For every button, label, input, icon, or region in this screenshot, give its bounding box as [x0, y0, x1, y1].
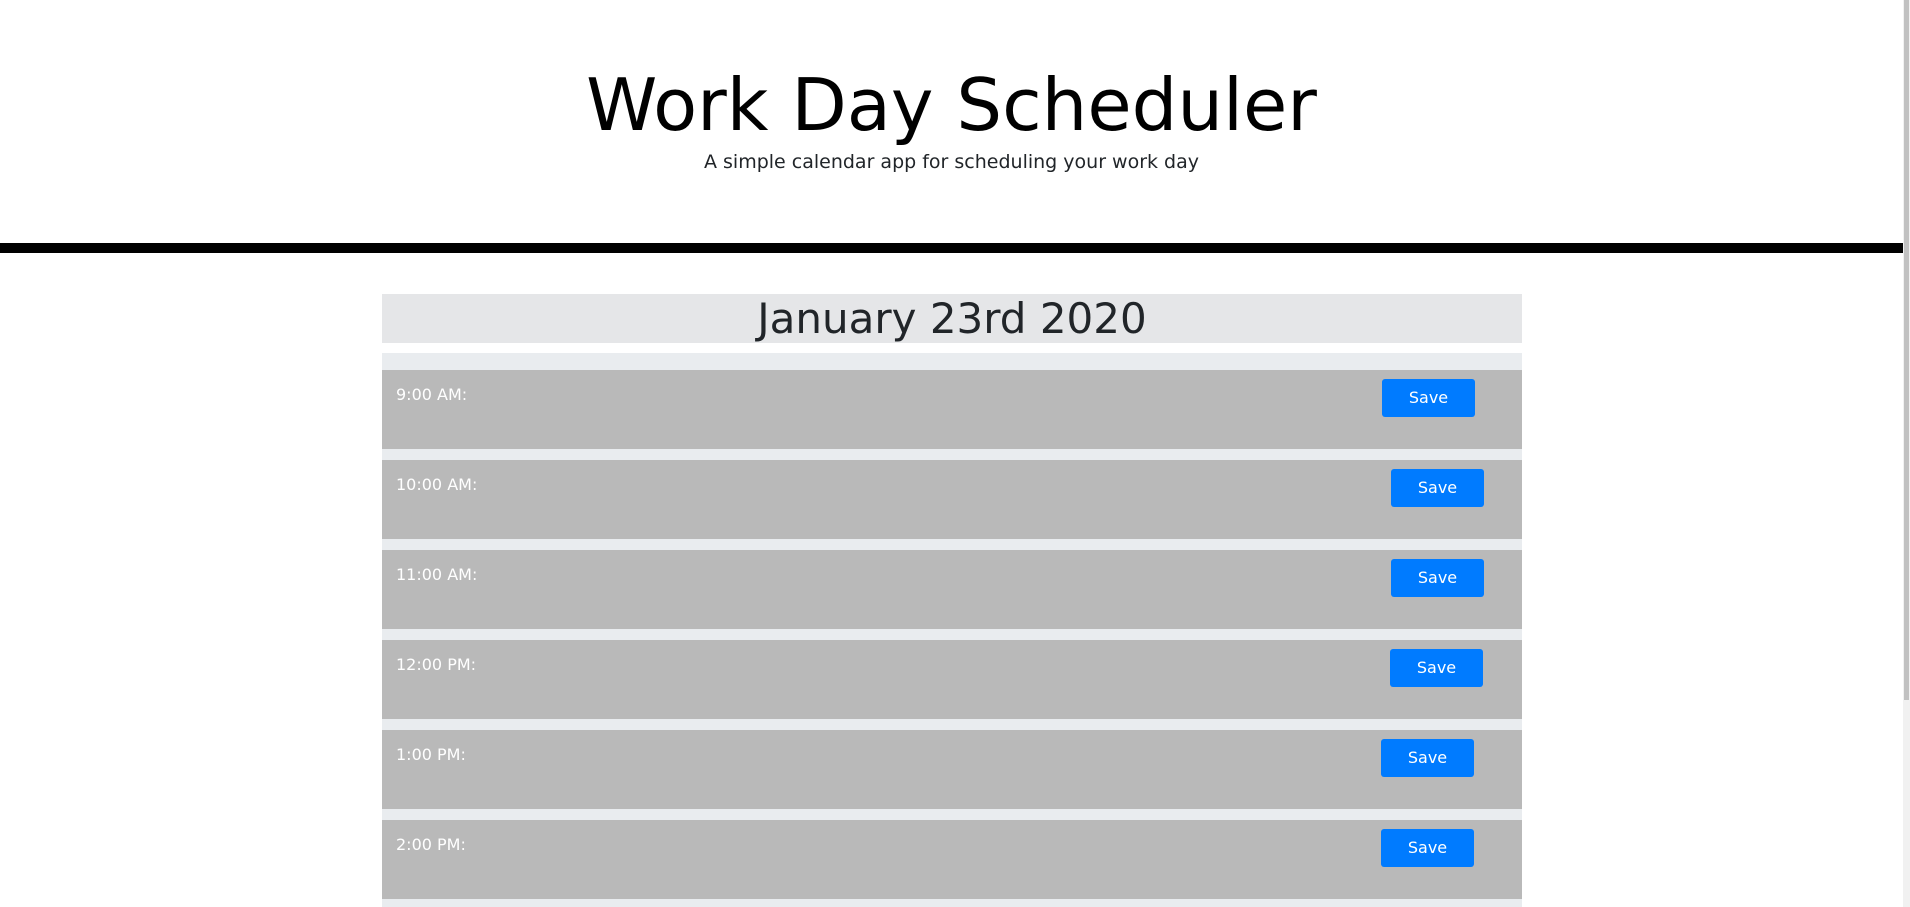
- save-button[interactable]: Save: [1381, 829, 1474, 867]
- save-button[interactable]: Save: [1391, 559, 1484, 597]
- hour-label: 9:00 AM:: [396, 385, 468, 404]
- scrollbar[interactable]: [1903, 0, 1910, 907]
- time-block[interactable]: 11:00 AM: Save: [382, 550, 1522, 629]
- time-block[interactable]: 12:00 PM: Save: [382, 640, 1522, 719]
- schedule-container: January 23rd 2020 9:00 AM: Save 10:00 AM…: [382, 294, 1522, 907]
- save-button[interactable]: Save: [1382, 379, 1475, 417]
- divider: [382, 343, 1522, 353]
- save-button[interactable]: Save: [1391, 469, 1484, 507]
- hour-label: 12:00 PM:: [396, 655, 477, 674]
- time-block[interactable]: 9:00 AM: Save: [382, 370, 1522, 449]
- current-date: January 23rd 2020: [382, 294, 1522, 343]
- hour-label: 10:00 AM:: [396, 475, 478, 494]
- time-block[interactable]: 1:00 PM: Save: [382, 730, 1522, 809]
- time-block[interactable]: 10:00 AM: Save: [382, 460, 1522, 539]
- time-block[interactable]: 2:00 PM: Save: [382, 820, 1522, 899]
- save-button[interactable]: Save: [1381, 739, 1474, 777]
- save-button[interactable]: Save: [1390, 649, 1483, 687]
- hour-label: 11:00 AM:: [396, 565, 478, 584]
- page-title: Work Day Scheduler: [586, 63, 1317, 147]
- page-subtitle: A simple calendar app for scheduling you…: [703, 151, 1200, 173]
- header: Work Day Scheduler A simple calendar app…: [0, 0, 1903, 253]
- hour-label: 2:00 PM:: [396, 835, 466, 854]
- scrollbar-thumb[interactable]: [1904, 0, 1909, 700]
- hour-label: 1:00 PM:: [396, 745, 466, 764]
